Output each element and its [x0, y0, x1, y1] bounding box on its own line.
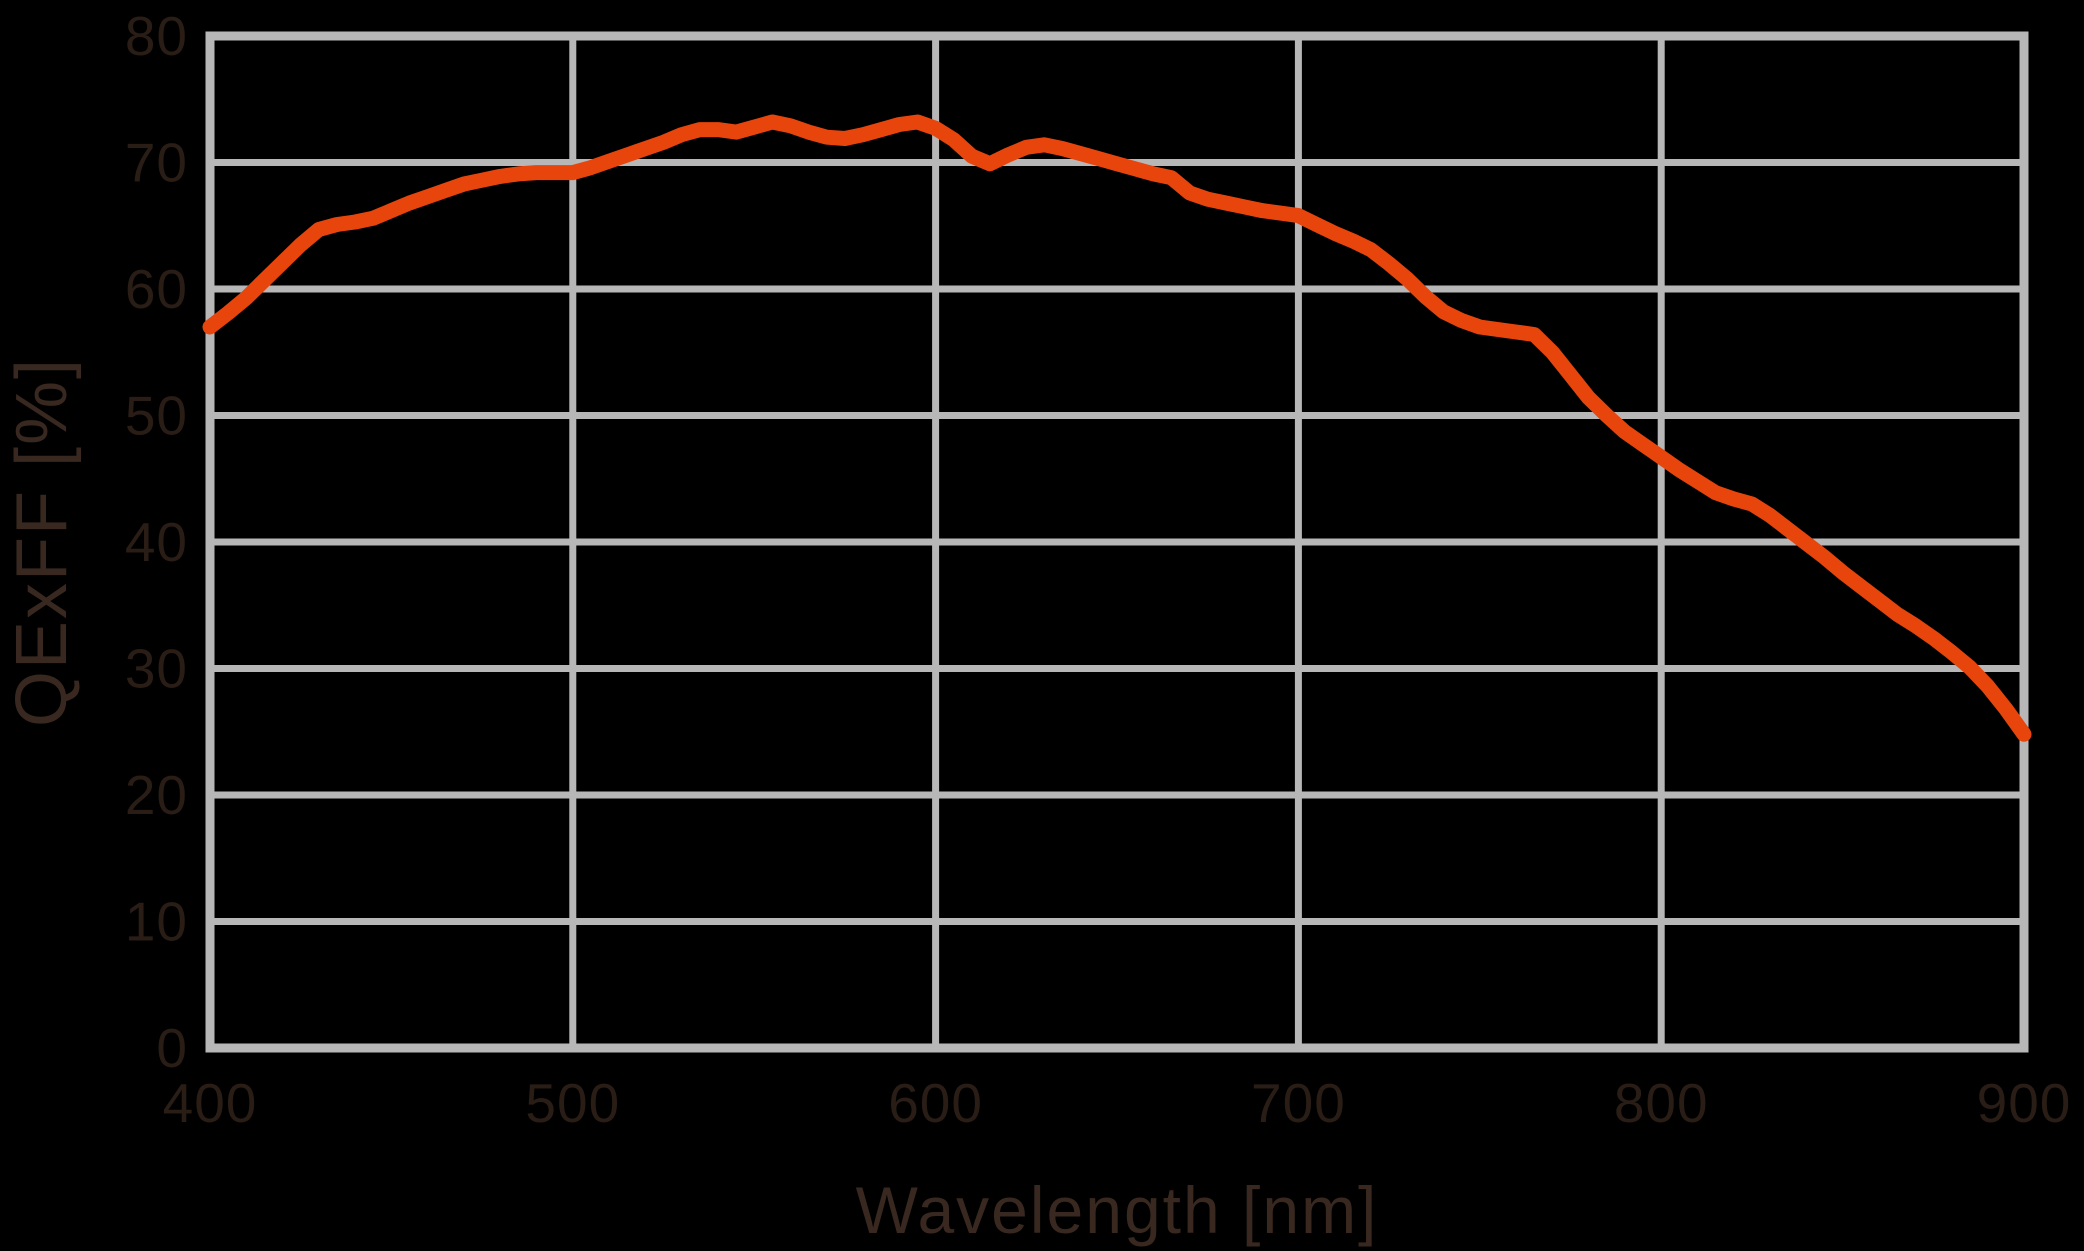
y-tick-label: 70	[125, 132, 188, 194]
y-tick-label: 40	[125, 511, 188, 573]
x-tick-label: 800	[1614, 1072, 1709, 1134]
qe-curve	[202, 114, 2032, 742]
y-tick-label: 50	[125, 385, 188, 447]
x-tick-label: 500	[525, 1072, 620, 1134]
y-tick-label: 20	[125, 764, 188, 826]
qe-curve-group	[202, 114, 2032, 742]
x-tick-label: 400	[163, 1072, 258, 1134]
plot-frame	[205, 31, 2029, 1053]
tick-labels: 400 500 600 700 800 900 0 10 20 30 40 50 60 70 80	[125, 5, 2072, 1134]
x-tick-label: 900	[1977, 1072, 2072, 1134]
x-tick-label: 700	[1251, 1072, 1346, 1134]
y-tick-label: 80	[125, 5, 188, 67]
y-tick-label: 30	[125, 638, 188, 700]
y-axis-title: QExFF [%]	[2, 356, 82, 728]
x-tick-label: 600	[888, 1072, 983, 1134]
y-tick-label: 10	[125, 891, 188, 953]
x-axis-title: Wavelength [nm]	[855, 1173, 1379, 1247]
gridlines	[210, 36, 2024, 1048]
axis-frame	[205, 31, 2029, 1053]
y-tick-label: 0	[156, 1017, 188, 1079]
y-tick-label: 60	[125, 258, 188, 320]
